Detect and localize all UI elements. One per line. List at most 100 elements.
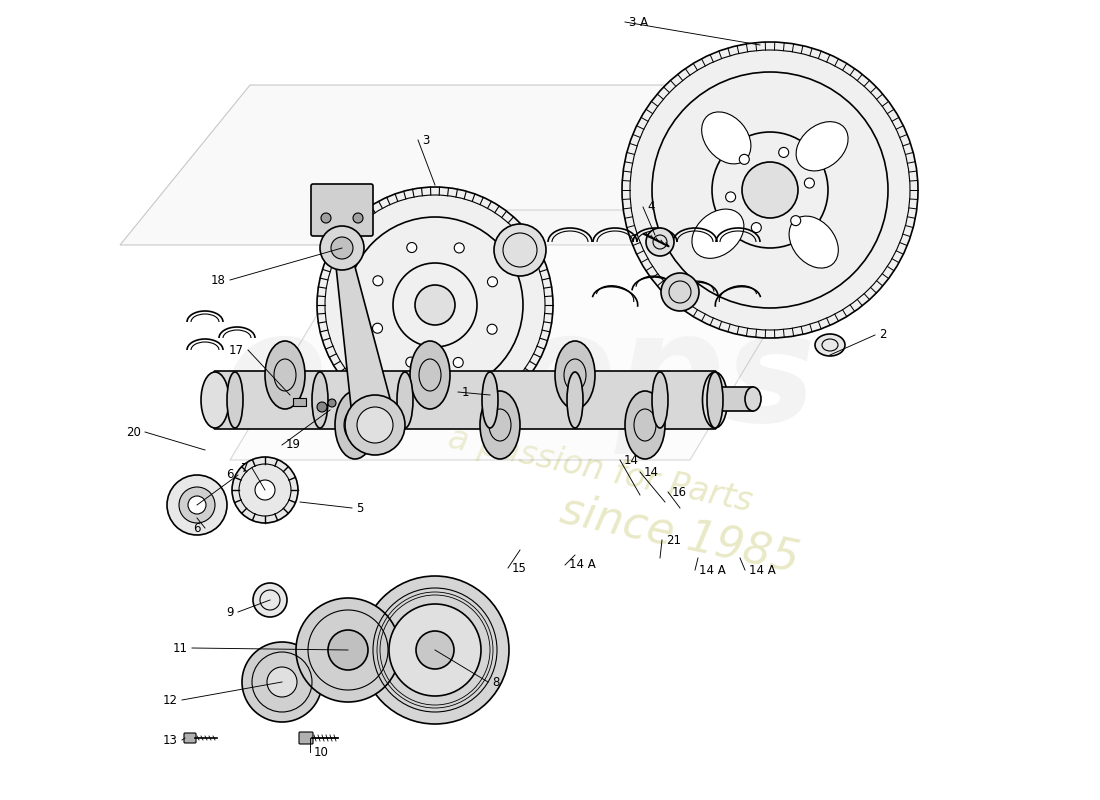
Circle shape (487, 324, 497, 334)
Ellipse shape (703, 372, 727, 428)
Circle shape (331, 237, 353, 259)
FancyBboxPatch shape (311, 184, 373, 236)
Circle shape (321, 213, 331, 223)
Ellipse shape (556, 341, 595, 409)
Ellipse shape (692, 209, 744, 258)
Bar (293, 398, 306, 406)
Text: 15: 15 (512, 562, 527, 574)
Circle shape (389, 604, 481, 696)
Text: 7: 7 (241, 462, 248, 474)
Circle shape (454, 243, 464, 253)
Text: 21: 21 (666, 534, 681, 546)
Text: 14 A: 14 A (569, 558, 596, 571)
Ellipse shape (796, 122, 848, 171)
Text: 14 A: 14 A (749, 563, 775, 577)
Circle shape (494, 224, 546, 276)
Text: 9: 9 (227, 606, 234, 618)
Circle shape (487, 277, 497, 286)
Circle shape (751, 222, 761, 233)
Circle shape (167, 475, 227, 535)
FancyBboxPatch shape (299, 732, 314, 744)
Circle shape (416, 631, 454, 669)
Circle shape (361, 576, 509, 724)
Circle shape (232, 457, 298, 523)
Text: 1: 1 (462, 386, 470, 398)
Circle shape (726, 192, 736, 202)
Ellipse shape (227, 372, 243, 428)
Text: 3 A: 3 A (629, 15, 648, 29)
Ellipse shape (312, 372, 328, 428)
Text: 20: 20 (126, 426, 141, 438)
Text: 5: 5 (356, 502, 363, 514)
Text: 10: 10 (314, 746, 329, 758)
Text: 14 A: 14 A (698, 563, 726, 577)
Text: 11: 11 (173, 642, 188, 654)
Circle shape (320, 226, 364, 270)
FancyBboxPatch shape (184, 733, 196, 743)
Ellipse shape (265, 341, 305, 409)
Ellipse shape (745, 387, 761, 411)
Text: 2: 2 (879, 329, 887, 342)
Text: 19: 19 (286, 438, 301, 451)
Ellipse shape (652, 372, 668, 428)
Circle shape (804, 178, 814, 188)
Text: 6: 6 (227, 469, 234, 482)
Circle shape (296, 598, 400, 702)
Text: 12: 12 (163, 694, 178, 706)
Circle shape (791, 216, 801, 226)
Ellipse shape (201, 372, 229, 428)
Circle shape (646, 228, 674, 256)
Ellipse shape (566, 372, 583, 428)
Circle shape (406, 357, 416, 367)
Circle shape (358, 407, 393, 443)
Circle shape (739, 154, 749, 164)
Text: 8: 8 (492, 675, 499, 689)
FancyBboxPatch shape (214, 371, 716, 429)
Circle shape (255, 480, 275, 500)
Circle shape (242, 642, 322, 722)
Circle shape (415, 285, 455, 325)
Circle shape (353, 213, 363, 223)
Circle shape (742, 162, 797, 218)
Circle shape (317, 187, 553, 423)
Text: 6: 6 (194, 522, 201, 534)
Ellipse shape (625, 391, 666, 459)
Circle shape (253, 583, 287, 617)
Text: 16: 16 (672, 486, 688, 498)
Circle shape (179, 487, 214, 523)
Ellipse shape (410, 341, 450, 409)
Polygon shape (334, 248, 397, 425)
Circle shape (317, 402, 327, 412)
Text: 4: 4 (647, 201, 654, 214)
Polygon shape (120, 85, 840, 245)
Circle shape (188, 496, 206, 514)
Ellipse shape (336, 391, 375, 459)
Bar (715, 387, 754, 411)
Polygon shape (230, 210, 840, 460)
Circle shape (267, 667, 297, 697)
Ellipse shape (702, 112, 751, 164)
Circle shape (779, 147, 789, 158)
Ellipse shape (789, 216, 838, 268)
Text: 14: 14 (624, 454, 639, 466)
Text: 18: 18 (211, 274, 226, 286)
Circle shape (453, 358, 463, 367)
Ellipse shape (815, 334, 845, 356)
Text: 17: 17 (229, 343, 244, 357)
Circle shape (328, 399, 336, 407)
Circle shape (373, 323, 383, 334)
Text: 13: 13 (163, 734, 178, 746)
Ellipse shape (482, 372, 498, 428)
Circle shape (328, 630, 369, 670)
Ellipse shape (707, 372, 723, 428)
Text: since 1985: since 1985 (557, 489, 803, 582)
Circle shape (345, 395, 405, 455)
Text: 14: 14 (644, 466, 659, 478)
Text: europs: europs (223, 306, 816, 454)
Text: a passion for Parts: a passion for Parts (444, 422, 756, 518)
Ellipse shape (397, 372, 412, 428)
Circle shape (661, 273, 698, 311)
Text: 3: 3 (422, 134, 429, 146)
Circle shape (621, 42, 918, 338)
Circle shape (407, 242, 417, 253)
